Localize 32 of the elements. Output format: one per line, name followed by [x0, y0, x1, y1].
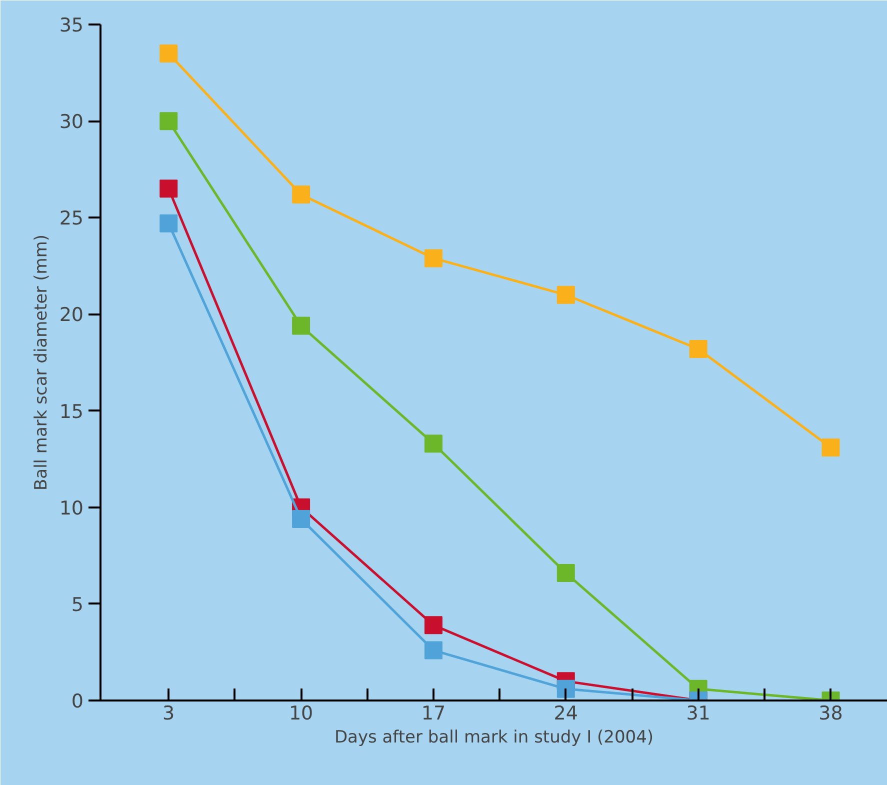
point — [556, 564, 575, 582]
y-tick-label: 20 — [59, 304, 84, 326]
y-tick-label: 25 — [59, 208, 84, 230]
point — [160, 180, 178, 198]
point — [556, 680, 575, 698]
x-tick-label: 3 — [162, 702, 175, 724]
y-tick-label: 5 — [71, 594, 84, 616]
x-tick-label: 24 — [554, 702, 578, 724]
point — [689, 340, 708, 358]
point — [424, 616, 442, 634]
y-axis-title: Ball mark scar diameter (mm) — [31, 234, 52, 491]
x-tick-label: 38 — [818, 702, 843, 724]
y-tick-label: 10 — [59, 497, 84, 520]
point — [424, 434, 442, 453]
point — [556, 286, 575, 304]
point — [292, 510, 310, 528]
y-tick-label: 35 — [59, 14, 84, 36]
y-tick-label: 15 — [59, 400, 84, 423]
x-tick-label: 31 — [686, 702, 710, 724]
x-axis-title: Days after ball mark in study I (2004) — [334, 728, 654, 748]
x-tick-label: 10 — [288, 702, 314, 724]
point — [822, 438, 840, 456]
point — [424, 641, 442, 660]
y-tick-label: 30 — [59, 111, 84, 134]
point — [424, 249, 442, 268]
point — [160, 214, 178, 232]
point — [160, 44, 178, 62]
y-tick-label: 0 — [71, 690, 84, 712]
point — [160, 112, 178, 130]
x-tick-label: 17 — [421, 702, 446, 724]
point — [292, 316, 310, 335]
point — [292, 185, 310, 204]
